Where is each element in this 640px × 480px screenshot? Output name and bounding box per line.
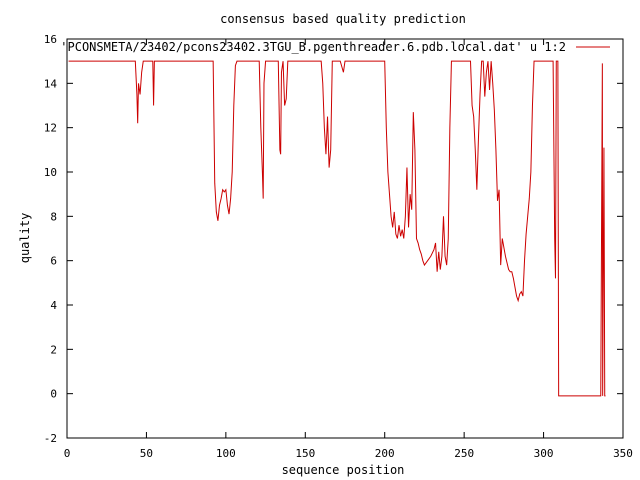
y-tick-label: 10 [44, 166, 57, 179]
y-tick-label: 0 [50, 388, 57, 401]
x-tick-label: 100 [216, 447, 236, 460]
x-tick-label: 0 [64, 447, 71, 460]
legend-label: 'PCONSMETA/23402/pcons23402.3TGU_B.pgent… [60, 40, 566, 54]
y-tick-label: 14 [44, 77, 58, 90]
y-axis-label: quality [18, 213, 32, 264]
x-tick-label: 50 [140, 447, 153, 460]
series-line [68, 60, 606, 397]
series-layer [68, 60, 606, 397]
x-tick-label: 200 [375, 447, 395, 460]
plot-frame [66, 38, 624, 439]
x-axis-ticks: 0 50 100 150 200 250 300 350 [64, 39, 633, 460]
legend: 'PCONSMETA/23402/pcons23402.3TGU_B.pgent… [60, 40, 610, 54]
y-tick-label: 6 [50, 255, 57, 268]
y-tick-label: 2 [50, 343, 57, 356]
y-axis-ticks: -2 0 2 4 6 8 10 12 14 16 [44, 33, 623, 445]
x-axis-label: sequence position [282, 463, 405, 477]
y-tick-label: 4 [50, 299, 57, 312]
y-tick-label: -2 [44, 432, 57, 445]
y-tick-label: 8 [50, 210, 57, 223]
chart-title: consensus based quality prediction [220, 12, 466, 26]
x-tick-label: 250 [454, 447, 474, 460]
y-tick-label: 16 [44, 33, 57, 46]
x-tick-label: 350 [613, 447, 633, 460]
y-tick-label: 12 [44, 122, 57, 135]
x-tick-label: 150 [295, 447, 315, 460]
x-tick-label: 300 [534, 447, 554, 460]
